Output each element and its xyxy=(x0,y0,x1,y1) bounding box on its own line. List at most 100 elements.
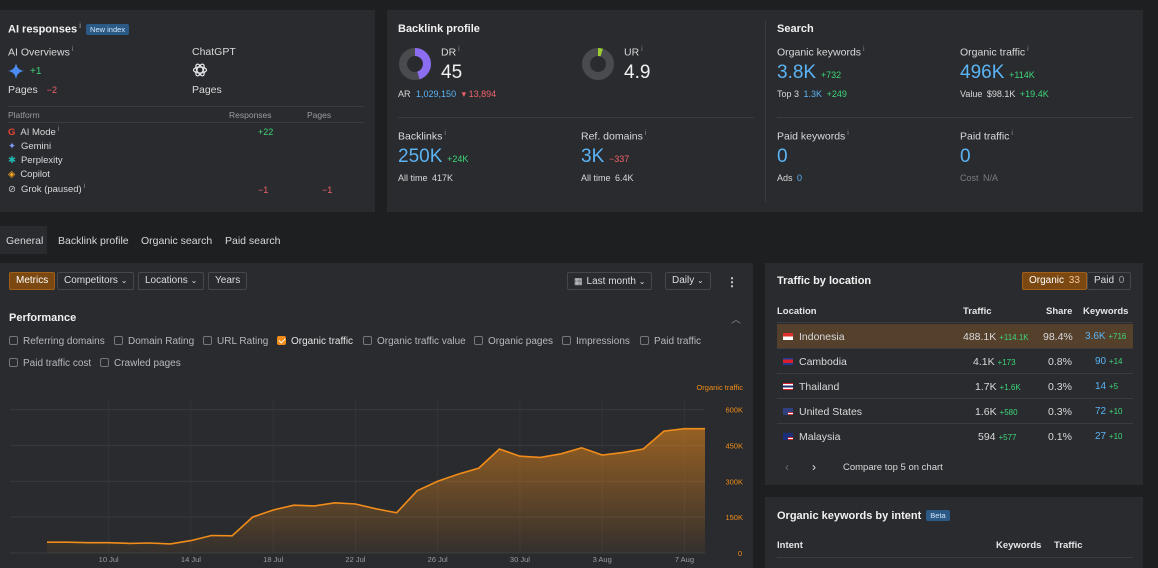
info-icon[interactable]: i xyxy=(1027,46,1029,53)
ur-label[interactable]: UR i xyxy=(624,46,643,59)
metrics-button[interactable]: Metrics xyxy=(9,272,56,290)
paid-traffic-label[interactable]: Paid traffic i xyxy=(960,130,1013,143)
backlinks-label[interactable]: Backlinks i xyxy=(398,130,446,143)
checkbox-referring-domains[interactable]: Referring domains xyxy=(9,336,105,347)
table-row[interactable] xyxy=(777,399,1133,424)
keywords-value[interactable]: 90 xyxy=(1095,356,1107,367)
tab-organic-search[interactable]: Organic search xyxy=(141,235,213,247)
organic-traffic-chart[interactable]: 0 150K 300K 450K 600K 10 Jul 14 Jul 18 Jul 22 J… xyxy=(0,378,753,568)
info-icon[interactable]: i xyxy=(1011,130,1013,137)
next-page-icon[interactable]: › xyxy=(812,460,816,474)
info-icon[interactable]: i xyxy=(644,130,647,137)
paid-keywords-label-text: Paid keywords xyxy=(777,130,846,143)
competitors-button[interactable]: Competitors ⌄ xyxy=(57,272,135,290)
backlinks-value[interactable]: 250K xyxy=(398,146,443,167)
organic-traffic-value[interactable]: 496K xyxy=(960,62,1005,83)
period-select[interactable]: ▦ Last month ⌄ xyxy=(567,272,653,290)
checkbox-box xyxy=(474,336,483,345)
checkbox-label: Organic pages xyxy=(488,336,554,347)
list-item-grok[interactable]: ⊘ Grok (paused) i xyxy=(8,183,85,195)
ur-donut-chart xyxy=(582,48,614,80)
paid-keywords-label[interactable]: Paid keywords i xyxy=(777,130,849,143)
checkbox-impressions[interactable]: Impressions xyxy=(562,336,630,347)
paid-count: 0 xyxy=(1118,275,1125,286)
info-icon[interactable]: i xyxy=(641,46,643,53)
country-name: Thailand xyxy=(799,381,840,393)
paid-toggle[interactable]: Paid 0 xyxy=(1087,272,1132,290)
x-tick-label: 18 Jul xyxy=(263,555,283,564)
checkbox-paid-traffic-cost[interactable]: Paid traffic cost xyxy=(9,358,91,369)
table-row[interactable] xyxy=(777,324,1133,349)
tab-backlink-profile[interactable]: Backlink profile xyxy=(58,235,129,247)
paid-traffic-value[interactable]: 0 xyxy=(960,146,971,167)
ai-overviews-label[interactable]: AI Overviews i xyxy=(8,46,73,59)
checkbox-crawled-pages[interactable]: Crawled pages xyxy=(100,358,181,369)
beta-badge: Beta xyxy=(926,510,950,521)
info-icon[interactable]: i xyxy=(83,183,86,190)
locations-button[interactable]: Locations ⌄ xyxy=(138,272,205,290)
top3-value[interactable]: 1.3K xyxy=(803,89,823,99)
info-icon[interactable]: i xyxy=(71,46,74,53)
more-options-icon[interactable]: ⋮ xyxy=(726,275,738,289)
ref-domains-label[interactable]: Ref. domains i xyxy=(581,130,646,143)
ref-domains-delta: −337 xyxy=(609,154,630,164)
period-label: Last month xyxy=(586,276,636,287)
info-icon[interactable]: i xyxy=(458,46,460,53)
list-item-gemini[interactable]: ✦ Gemini xyxy=(8,141,51,152)
checkbox-paid-traffic[interactable]: Paid traffic xyxy=(640,336,701,347)
checkbox-domain-rating[interactable]: Domain Rating xyxy=(114,336,194,347)
info-icon[interactable]: i xyxy=(57,126,60,133)
collapse-chevron-icon[interactable]: ︿ xyxy=(731,315,741,326)
ar-label: AR xyxy=(398,89,411,99)
share-thailand: 0.3% xyxy=(1048,381,1072,393)
traffic-value: 1.7K xyxy=(975,381,997,393)
x-tick-label: 22 Jul xyxy=(345,555,365,564)
prev-page-icon[interactable]: ‹ xyxy=(785,460,789,474)
divider xyxy=(8,122,364,123)
keywords-by-intent-panel xyxy=(765,497,1143,568)
organic-traffic-label[interactable]: Organic traffic i xyxy=(960,46,1029,59)
info-icon[interactable]: i xyxy=(863,46,865,53)
organic-keywords-value[interactable]: 3.8K xyxy=(777,62,817,83)
keywords-value[interactable]: 3.6K xyxy=(1085,331,1106,342)
ai-overviews-sparkle-icon xyxy=(8,63,24,79)
value-delta: +19.4K xyxy=(1019,89,1049,99)
keywords-value[interactable]: 27 xyxy=(1095,431,1107,442)
ref-domains-value[interactable]: 3K xyxy=(581,146,605,167)
info-icon[interactable]: i xyxy=(847,130,849,137)
organic-traffic-label-text: Organic traffic xyxy=(960,46,1026,59)
list-item-copilot[interactable]: ◈ Copilot xyxy=(8,169,50,180)
traffic-thailand: 1.7K +1.6K xyxy=(975,381,1021,393)
checkbox-url-rating[interactable]: URL Rating xyxy=(203,336,268,347)
table-row[interactable] xyxy=(777,349,1133,374)
keywords-value[interactable]: 14 xyxy=(1095,381,1107,392)
organic-toggle[interactable]: Organic 33 xyxy=(1022,272,1087,290)
alltime-label: All time xyxy=(581,173,611,183)
list-item-ai-mode[interactable]: G AI Mode i xyxy=(8,126,59,138)
tab-general[interactable]: General xyxy=(6,235,44,247)
tab-paid-search[interactable]: Paid search xyxy=(225,235,281,247)
checkbox-organic-traffic[interactable]: Organic traffic xyxy=(277,336,353,347)
dr-label[interactable]: DR i xyxy=(441,46,460,59)
compare-top5-link[interactable]: Compare top 5 on chart xyxy=(843,462,943,473)
granularity-select[interactable]: Daily ⌄ xyxy=(665,272,711,290)
ads-value[interactable]: 0 xyxy=(797,173,803,183)
chatgpt-label[interactable]: ChatGPT xyxy=(192,46,236,58)
top3-delta: +249 xyxy=(826,89,847,99)
paid-keywords-value[interactable]: 0 xyxy=(777,146,788,167)
info-icon[interactable]: i xyxy=(79,23,82,30)
country-malaysia: Malaysia xyxy=(783,431,840,443)
organic-keywords-label[interactable]: Organic keywords i xyxy=(777,46,865,59)
keywords-value[interactable]: 72 xyxy=(1095,406,1107,417)
checkbox-organic-traffic-value[interactable]: Organic traffic value xyxy=(363,336,466,347)
keywords-delta: +14 xyxy=(1108,357,1123,366)
ar-delta: ▾ 13,894 xyxy=(461,89,497,99)
share-cambodia: 0.8% xyxy=(1048,356,1072,368)
cost-label: Cost xyxy=(960,173,979,183)
years-button[interactable]: Years xyxy=(208,272,248,290)
ar-value[interactable]: 1,029,150 xyxy=(416,89,457,99)
checkbox-organic-pages[interactable]: Organic pages xyxy=(474,336,553,347)
list-item-perplexity[interactable]: ✱ Perplexity xyxy=(8,155,63,166)
info-icon[interactable]: i xyxy=(444,130,446,137)
table-row[interactable] xyxy=(777,374,1133,399)
